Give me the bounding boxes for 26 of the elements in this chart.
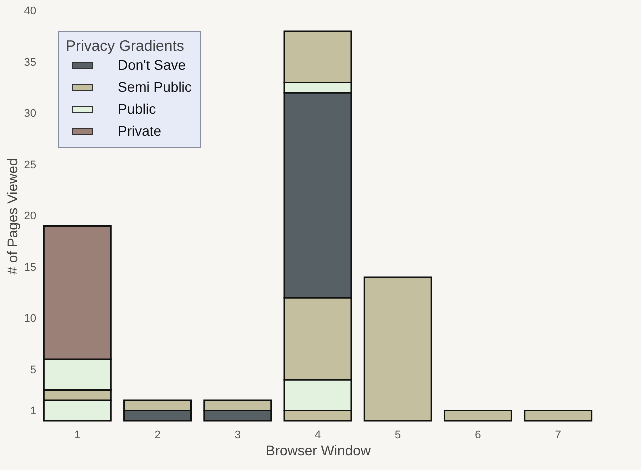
legend-label: Semi Public (118, 79, 192, 95)
x-tick-label: 5 (395, 430, 402, 442)
x-tick-label: 4 (314, 430, 322, 442)
legend-label: Private (118, 123, 162, 139)
y-tick-label: 20 (24, 210, 36, 222)
legend-label: Public (118, 101, 156, 117)
x-tick-label: 6 (475, 430, 482, 442)
legend-label: Don't Save (118, 57, 186, 73)
bar (364, 276, 432, 422)
y-tick-label: 40 (24, 6, 36, 18)
y-tick-label: 10 (24, 313, 36, 325)
y-axis-title: # of Pages Viewed (4, 158, 20, 275)
y-tick-label: 5 (30, 364, 36, 376)
x-tick-label: 7 (555, 430, 562, 442)
x-axis-title: Browser Window (266, 442, 372, 458)
bar (524, 410, 593, 422)
y-tick-label: 1 (30, 405, 36, 418)
y-tick-label: 15 (24, 262, 36, 274)
x-tick-label: 2 (154, 430, 161, 442)
bar (444, 410, 512, 422)
y-tick-label: 25 (24, 159, 36, 172)
legend-title: Privacy Gradients (66, 38, 184, 55)
y-tick-label: 35 (24, 56, 36, 69)
x-tick-label: 1 (74, 430, 81, 442)
y-tick-label: 30 (24, 108, 36, 120)
x-tick-label: 3 (234, 430, 241, 442)
